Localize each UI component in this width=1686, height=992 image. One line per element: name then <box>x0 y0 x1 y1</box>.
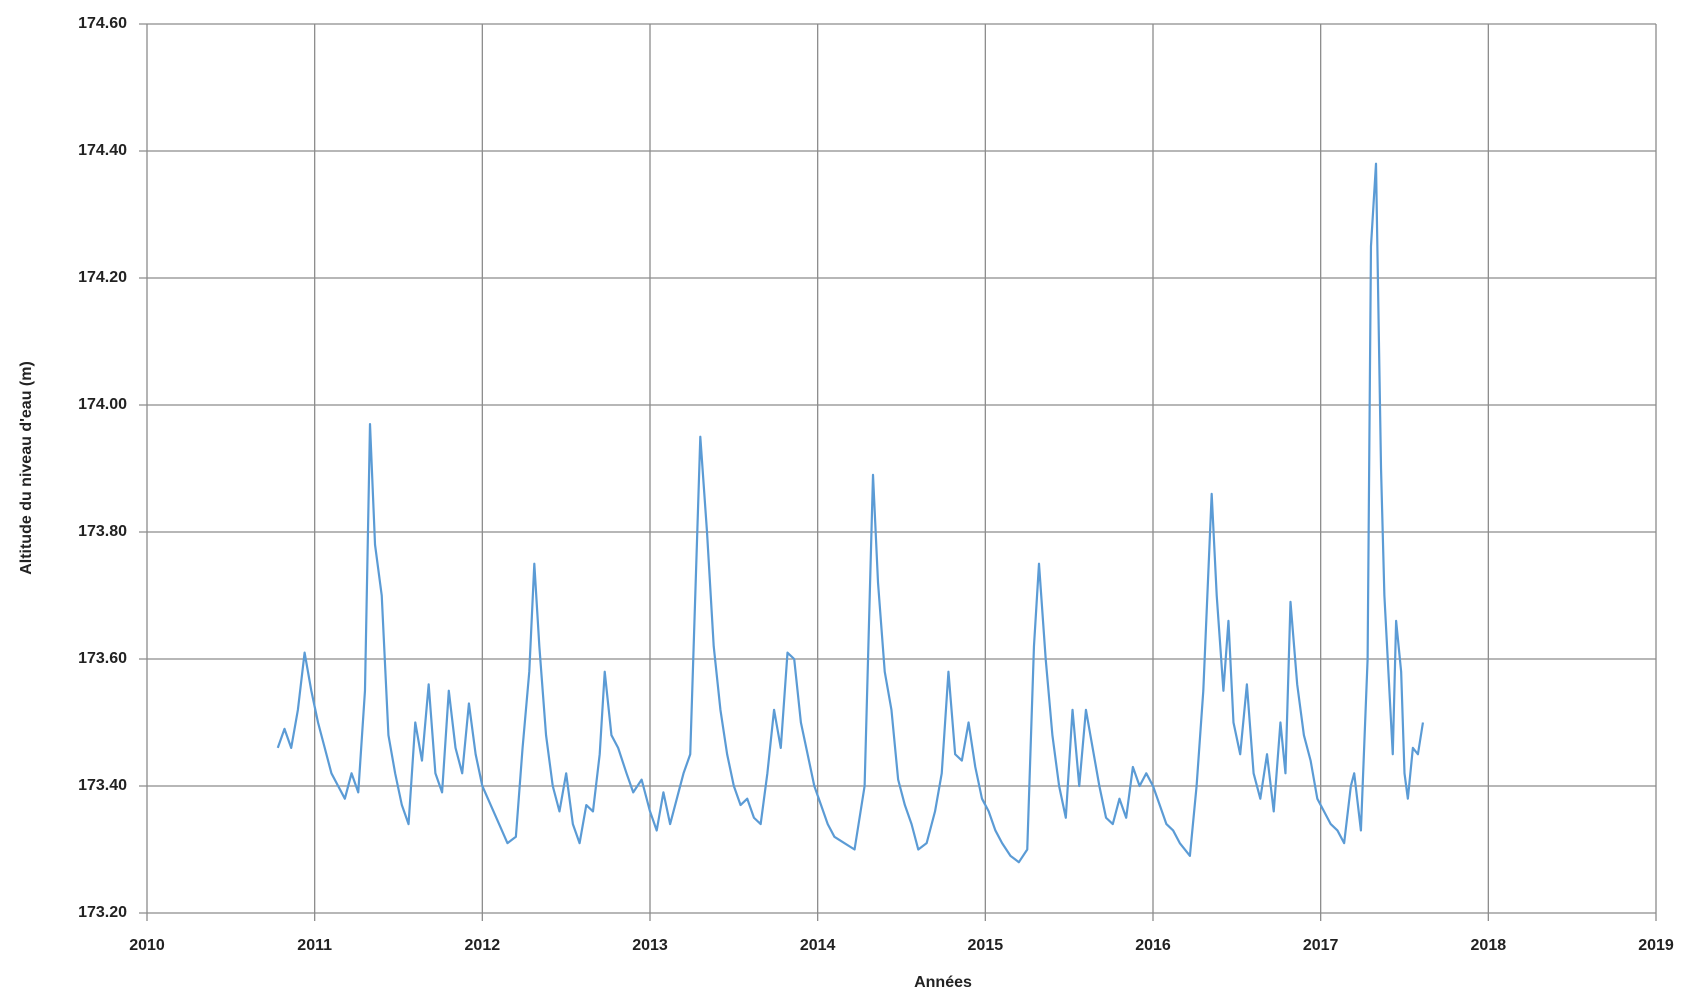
x-axis-title: Années <box>914 974 972 991</box>
y-tick-label: 174.40 <box>78 142 127 159</box>
y-tick-label: 173.20 <box>78 904 127 921</box>
x-tick-label: 2019 <box>1638 937 1674 954</box>
data-line <box>276 162 1425 864</box>
x-tick-label: 2015 <box>968 937 1004 954</box>
y-tick-label: 174.60 <box>78 15 127 32</box>
x-tick-label: 2013 <box>632 937 668 954</box>
y-axis-title: Altitude du niveau d'eau (m) <box>18 361 35 575</box>
y-tick-label: 173.40 <box>78 777 127 794</box>
x-tick-label: 2014 <box>800 937 836 954</box>
y-tick-label: 174.20 <box>78 269 127 286</box>
x-tick-label: 2017 <box>1303 937 1339 954</box>
y-tick-label: 174.00 <box>78 396 127 413</box>
x-tick-label: 2012 <box>465 937 501 954</box>
x-tick-label: 2016 <box>1135 937 1171 954</box>
y-tick-label: 173.60 <box>78 650 127 667</box>
y-tick-label: 173.80 <box>78 523 127 540</box>
x-tick-label: 2018 <box>1471 937 1507 954</box>
x-tick-label: 2010 <box>129 937 165 954</box>
x-tick-label: 2011 <box>297 937 332 954</box>
